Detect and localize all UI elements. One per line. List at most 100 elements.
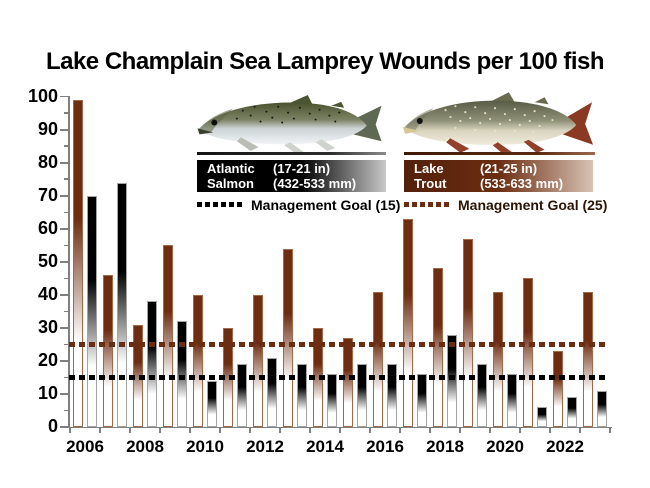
bar-atlantic-salmon-2018: [447, 334, 457, 427]
bar-lake-trout-2012: [253, 294, 263, 427]
salmon-size-in: (17-21 in): [273, 161, 331, 176]
bar-lake-trout-2009: [163, 245, 173, 427]
y-minor-tick: [63, 112, 68, 114]
x-axis-tick: [369, 428, 371, 433]
bar-atlantic-salmon-2016: [387, 364, 397, 427]
y-axis-label: 40: [37, 283, 58, 304]
bar-lake-trout-2016: [373, 291, 383, 427]
trout-goal-legend: Management Goal (25): [404, 196, 608, 213]
trout-goal-label: Management Goal (25): [458, 196, 608, 213]
y-major-tick: [60, 360, 68, 362]
y-axis-label: 10: [37, 382, 58, 403]
y-major-tick: [60, 426, 68, 428]
x-axis-label: 2014: [306, 437, 344, 456]
x-axis-tick: [99, 428, 101, 433]
y-major-tick: [60, 261, 68, 263]
y-axis-label: 50: [37, 250, 58, 271]
salmon-size-mm: (432-533 mm): [273, 176, 357, 191]
bar-lake-trout-2023: [583, 291, 593, 427]
bar-lake-trout-2022: [553, 351, 563, 427]
bar-atlantic-salmon-2009: [177, 321, 187, 427]
bar-lake-trout-2020: [493, 291, 503, 427]
y-major-tick: [60, 95, 68, 98]
bar-lake-trout-2015: [343, 337, 353, 427]
bar-atlantic-salmon-2012: [267, 357, 277, 427]
bar-atlantic-salmon-2011: [237, 364, 247, 427]
y-major-tick: [60, 161, 68, 164]
trout-size-in: (21-25 in): [480, 161, 538, 176]
y-major-tick: [60, 128, 68, 131]
x-axis-tick: [429, 428, 431, 433]
y-axis-label: 90: [37, 118, 58, 139]
bar-atlantic-salmon-2010: [207, 380, 217, 427]
x-axis-tick: [189, 428, 191, 433]
bar-lake-trout-2013: [283, 248, 293, 427]
x-axis-tick: [279, 428, 281, 433]
y-minor-tick: [63, 409, 68, 412]
y-axis-label: 70: [37, 184, 58, 205]
salmon-goal-legend: Management Goal (15): [197, 197, 400, 213]
y-major-tick: [60, 194, 68, 197]
bar-atlantic-salmon-2017: [417, 374, 427, 427]
x-axis-label: 2018: [426, 437, 464, 456]
goal-line-15: [69, 374, 609, 380]
bar-lake-trout-2018: [433, 268, 443, 427]
bar-lake-trout-2006: [73, 100, 83, 427]
chart-title: Lake Champlain Sea Lamprey Wounds per 10…: [45, 48, 605, 75]
y-axis-label: 30: [37, 316, 58, 337]
bar-atlantic-salmon-2013: [297, 364, 307, 427]
bar-atlantic-salmon-2008: [147, 301, 157, 427]
bar-atlantic-salmon-2019: [477, 364, 487, 427]
y-axis-label: 80: [37, 151, 58, 172]
salmon-goal-dash-swatch: [197, 202, 242, 207]
trout-name-line2: Trout: [414, 176, 447, 191]
x-axis-label: 2020: [486, 437, 524, 456]
bar-atlantic-salmon-2014: [327, 374, 337, 427]
y-minor-tick: [63, 244, 68, 247]
bar-lake-trout-2019: [463, 238, 473, 427]
x-axis-tick: [249, 428, 251, 433]
bar-lake-trout-2007: [103, 275, 113, 427]
bar-lake-trout-2021: [523, 278, 533, 427]
trout-underline: [404, 152, 595, 155]
x-axis-tick: [399, 428, 401, 433]
y-minor-tick: [63, 145, 68, 148]
trout-size-mm: (533-633 mm): [480, 176, 564, 191]
y-major-tick: [60, 327, 68, 329]
x-axis-label: 2006: [66, 437, 104, 456]
x-axis-tick: [519, 428, 521, 433]
bar-lake-trout-2010: [193, 294, 203, 427]
y-major-tick: [60, 294, 68, 296]
x-axis-label: 2022: [546, 437, 584, 456]
bar-atlantic-salmon-2021: [537, 407, 547, 427]
y-minor-tick: [63, 310, 68, 313]
y-minor-tick: [63, 277, 68, 280]
x-axis-label: 2010: [186, 437, 224, 456]
y-major-tick: [60, 228, 68, 230]
bar-atlantic-salmon-2022: [567, 397, 577, 427]
goal-line-25: [69, 341, 609, 347]
x-axis-label: 2008: [126, 437, 164, 456]
y-axis-label: 100: [27, 85, 58, 106]
x-axis-label: 2016: [366, 437, 404, 456]
trout-goal-dash-swatch: [404, 202, 449, 207]
x-axis-tick: [459, 428, 461, 433]
x-axis-tick: [579, 428, 581, 433]
lake-trout-image: [402, 92, 594, 155]
bar-atlantic-salmon-2007: [117, 182, 127, 427]
y-major-tick: [60, 393, 68, 395]
y-minor-tick: [63, 211, 68, 214]
x-axis-tick: [219, 428, 221, 433]
salmon-name-line1: Atlantic: [207, 161, 255, 176]
trout-name-line1: Lake: [414, 161, 444, 176]
y-axis-label: 0: [47, 416, 58, 436]
x-axis-tick: [609, 428, 611, 433]
x-axis-tick: [489, 428, 491, 433]
salmon-underline: [197, 152, 386, 155]
y-axis-label: 60: [37, 217, 58, 238]
bar-atlantic-salmon-2006: [87, 195, 97, 427]
x-axis-tick: [129, 428, 131, 433]
atlantic-salmon-image: [197, 94, 382, 154]
y-minor-tick: [63, 343, 68, 346]
